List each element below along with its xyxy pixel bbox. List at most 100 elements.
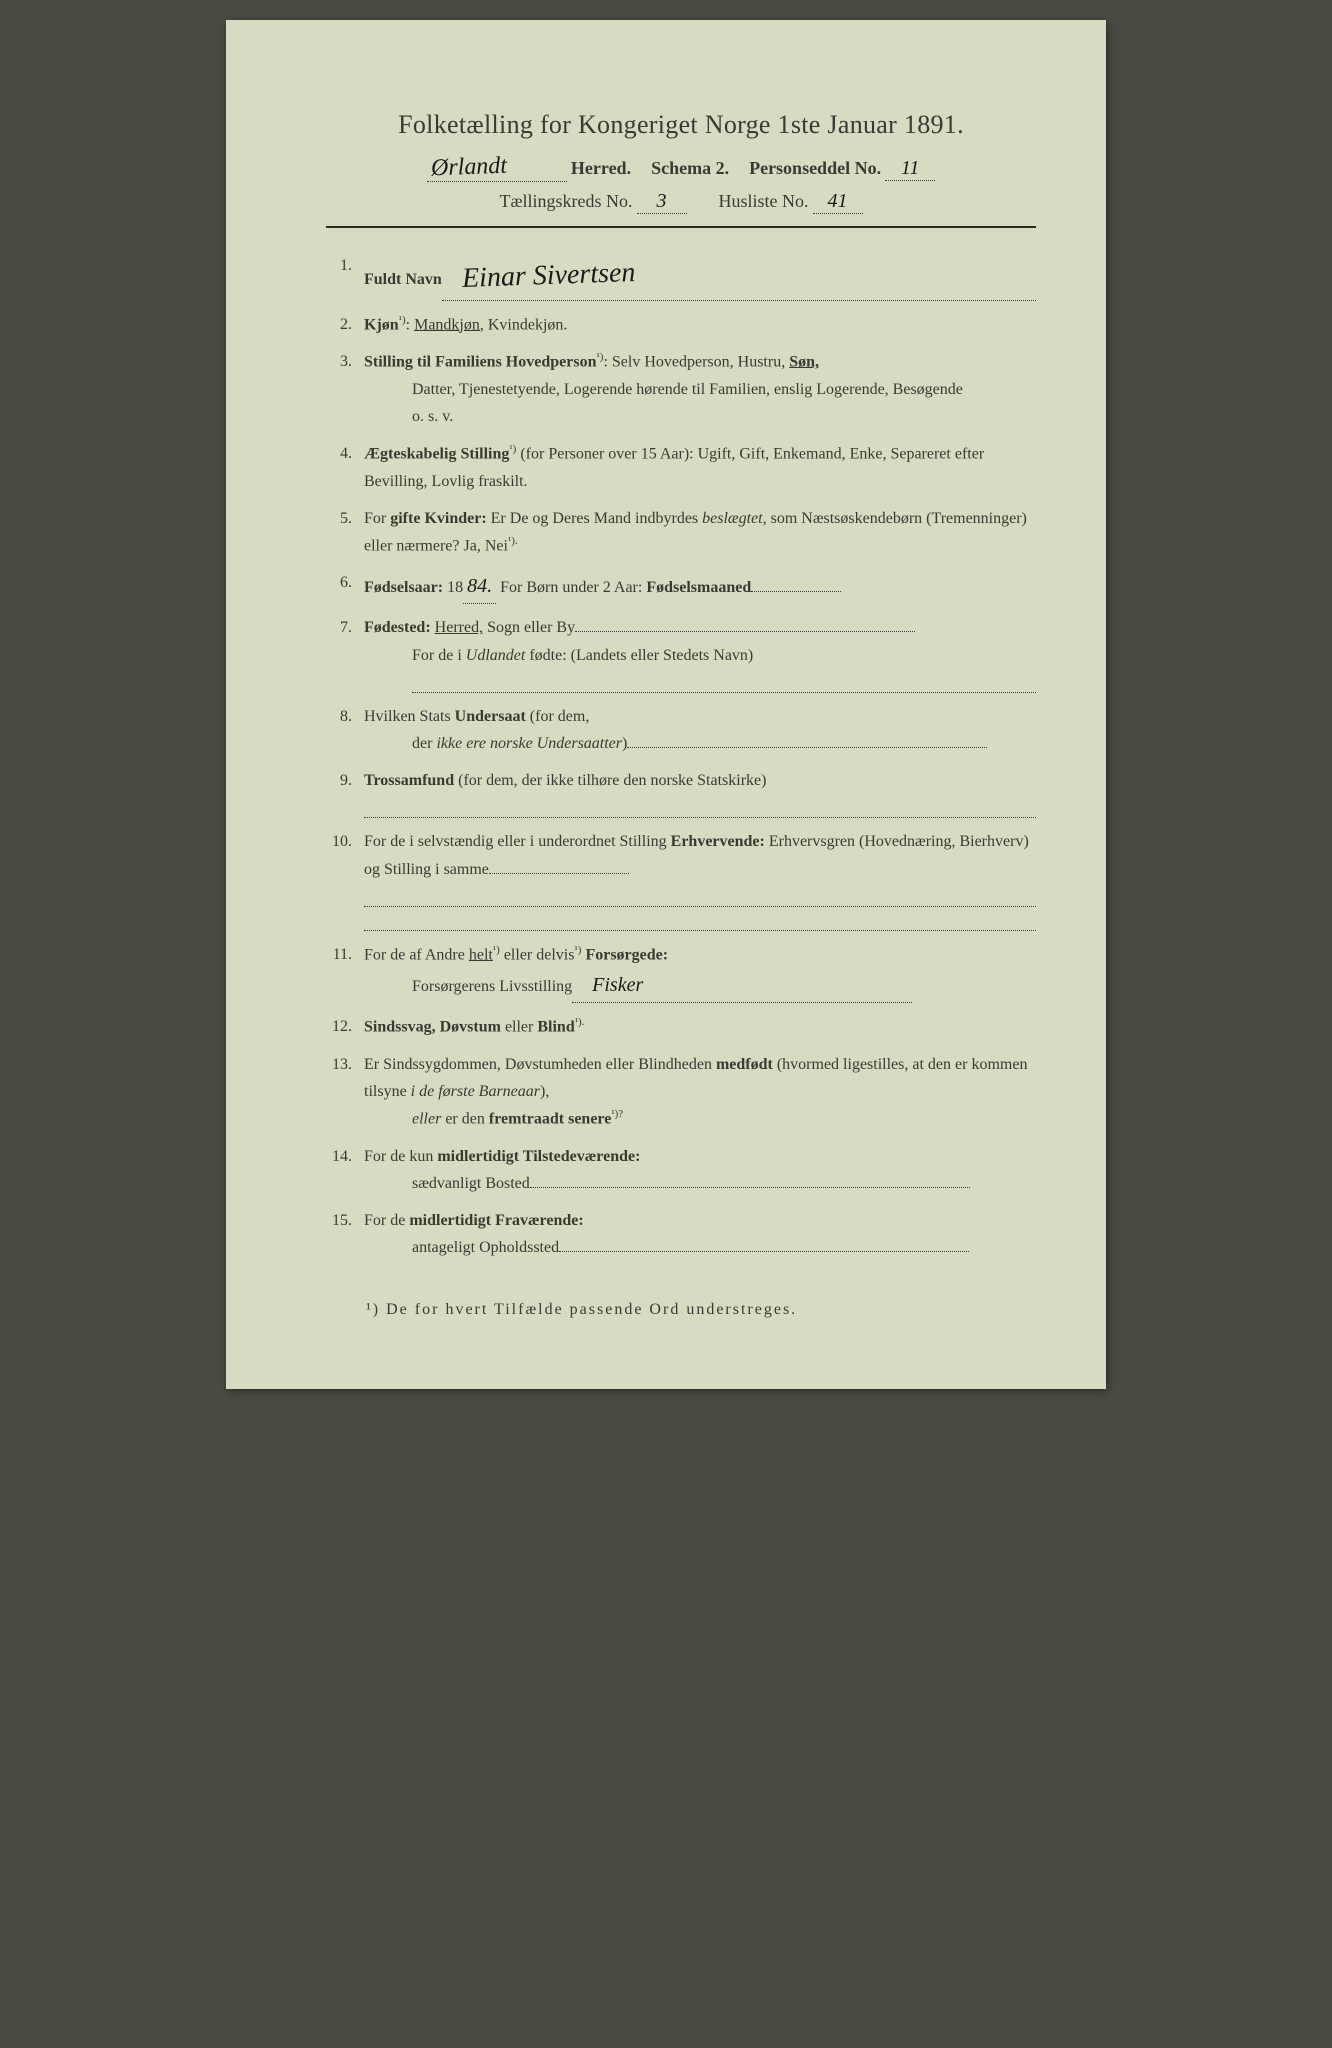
q13-italic2: eller xyxy=(412,1110,441,1127)
q1-label: Fuldt Navn xyxy=(364,266,442,293)
herred-row: Ørlandt Herred. Schema 2. Personseddel N… xyxy=(326,154,1036,182)
husliste-no: 41 xyxy=(828,190,848,212)
q11-value: Fisker xyxy=(592,974,643,996)
herred-label: Herred. xyxy=(571,158,631,179)
form-items: 1. Fuldt Navn Einar Sivertsen 2. Kjøn¹):… xyxy=(326,252,1036,1261)
item-6: 6. Fødselsaar: 1884. For Børn under 2 Aa… xyxy=(326,569,1036,604)
item-11: 11. For de af Andre helt¹) eller delvis¹… xyxy=(326,941,1036,1004)
item-7: 7. Fødested: Herred, Sogn eller By For d… xyxy=(326,614,1036,692)
q12-text: eller xyxy=(501,1019,537,1036)
q6-label2: Fødselsmaaned xyxy=(646,579,751,596)
item-num: 14. xyxy=(326,1143,364,1197)
q7-text: Sogn eller By xyxy=(487,619,575,636)
item-num: 5. xyxy=(326,505,364,560)
census-form-page: Folketælling for Kongeriget Norge 1ste J… xyxy=(226,20,1106,1389)
item-num: 3. xyxy=(326,348,364,430)
sup: ¹) xyxy=(399,314,406,326)
sup: ¹)? xyxy=(611,1108,623,1120)
sup: ¹). xyxy=(575,1016,585,1028)
q2-underline: Mandkjøn xyxy=(414,316,480,333)
q15-text2: antageligt Opholdssted xyxy=(412,1239,559,1256)
item-4: 4. Ægteskabelig Stilling¹) (for Personer… xyxy=(326,440,1036,495)
q11-text3: Forsørgerens Livsstilling xyxy=(412,978,572,995)
q10-label: Erhvervende: xyxy=(671,833,765,850)
q7-italic: Udlandet xyxy=(466,647,526,664)
q12-label: Sindssvag, Døvstum xyxy=(364,1019,501,1036)
kreds-label: Tællingskreds No. xyxy=(500,191,633,212)
q6-text: For Børn under 2 Aar: xyxy=(500,579,646,596)
q3-text3: o. s. v. xyxy=(364,403,1036,430)
item-num: 15. xyxy=(326,1207,364,1261)
form-header: Folketælling for Kongeriget Norge 1ste J… xyxy=(326,110,1036,214)
q13-text3: ), xyxy=(540,1083,549,1100)
item-num: 8. xyxy=(326,703,364,757)
q6-pre: 18 xyxy=(447,579,463,596)
item-13: 13. Er Sindssygdommen, Døvstumheden elle… xyxy=(326,1051,1036,1133)
q15-text1: For de xyxy=(364,1212,409,1229)
item-12: 12. Sindssvag, Døvstum eller Blind¹). xyxy=(326,1013,1036,1041)
q9-label: Trossamfund xyxy=(364,772,454,789)
kreds-no: 3 xyxy=(657,190,667,212)
header-divider xyxy=(326,226,1036,228)
q7-label: Fødested: xyxy=(364,619,431,636)
q7-text3: fødte: (Landets eller Stedets Navn) xyxy=(525,647,753,664)
item-num: 10. xyxy=(326,828,364,930)
form-title: Folketælling for Kongeriget Norge 1ste J… xyxy=(326,110,1036,140)
q8-text3: der xyxy=(412,735,436,752)
item-num: 4. xyxy=(326,440,364,495)
q5-pre: For xyxy=(364,510,390,527)
item-10: 10. For de i selvstændig eller i underor… xyxy=(326,828,1036,930)
q5-text: Er De og Deres Mand indbyrdes xyxy=(491,510,703,527)
q3-text1: Selv Hovedperson, Hustru, xyxy=(612,353,789,370)
colon: : xyxy=(603,353,611,370)
q5-label: gifte Kvinder: xyxy=(390,510,486,527)
q10-text1: For de i selvstændig eller i underordnet… xyxy=(364,833,671,850)
item-1: 1. Fuldt Navn Einar Sivertsen xyxy=(326,252,1036,301)
person-no: 11 xyxy=(901,157,920,179)
q7-underline: Herred, xyxy=(435,619,483,636)
q12-label2: Blind xyxy=(537,1019,574,1036)
item-15: 15. For de midlertidigt Fraværende: anta… xyxy=(326,1207,1036,1261)
item-num: 11. xyxy=(326,941,364,1004)
q6-label: Fødselsaar: xyxy=(364,579,443,596)
item-9: 9. Trossamfund (for dem, der ikke tilhør… xyxy=(326,767,1036,818)
q2-label: Kjøn xyxy=(364,316,399,333)
q14-text1: For de kun xyxy=(364,1148,437,1165)
item-num: 9. xyxy=(326,767,364,818)
q8-italic: ikke ere norske Undersaatter xyxy=(436,735,622,752)
q7-text2: For de i xyxy=(412,647,466,664)
q6-value: 84. xyxy=(467,575,492,597)
sup: ¹). xyxy=(508,535,518,547)
q11-underline: helt xyxy=(469,946,493,963)
husliste-label: Husliste No. xyxy=(719,191,809,212)
q8-text1: Hvilken Stats xyxy=(364,708,455,725)
q1-value: Einar Sivertsen xyxy=(461,249,636,303)
q13-italic: i de første Barneaar xyxy=(411,1083,540,1100)
q13-label1: medfødt xyxy=(716,1056,773,1073)
q13-text1: Er Sindssygdommen, Døvstumheden eller Bl… xyxy=(364,1056,716,1073)
item-num: 6. xyxy=(326,569,364,604)
q3-underline: Søn, xyxy=(789,353,819,370)
q15-label: midlertidigt Fraværende: xyxy=(409,1212,583,1229)
q3-label: Stilling til Familiens Hovedperson xyxy=(364,353,596,370)
item-14: 14. For de kun midlertidigt Tilstedevære… xyxy=(326,1143,1036,1197)
item-num: 13. xyxy=(326,1051,364,1133)
q11-text1: For de af Andre xyxy=(364,946,469,963)
q8-label: Undersaat xyxy=(455,708,526,725)
item-5: 5. For gifte Kvinder: Er De og Deres Man… xyxy=(326,505,1036,560)
schema-label: Schema 2. xyxy=(651,158,729,179)
sup: ¹) xyxy=(493,944,500,956)
herred-value: Ørlandt xyxy=(430,153,507,183)
q5-italic: beslægtet, xyxy=(702,510,766,527)
kreds-row: Tællingskreds No. 3 Husliste No. 41 xyxy=(326,190,1036,214)
colon: : xyxy=(406,316,414,333)
q4-label: Ægteskabelig Stilling xyxy=(364,445,509,462)
item-8: 8. Hvilken Stats Undersaat (for dem, der… xyxy=(326,703,1036,757)
item-num: 12. xyxy=(326,1013,364,1041)
footnote: ¹) De for hvert Tilfælde passende Ord un… xyxy=(326,1301,1036,1319)
q8-text2: (for dem, xyxy=(526,708,590,725)
q11-text2: eller delvis xyxy=(500,946,575,963)
q13-text4: er den xyxy=(441,1110,489,1127)
q9-text: (for dem, der ikke tilhøre den norske St… xyxy=(458,772,766,789)
item-num: 1. xyxy=(326,252,364,301)
